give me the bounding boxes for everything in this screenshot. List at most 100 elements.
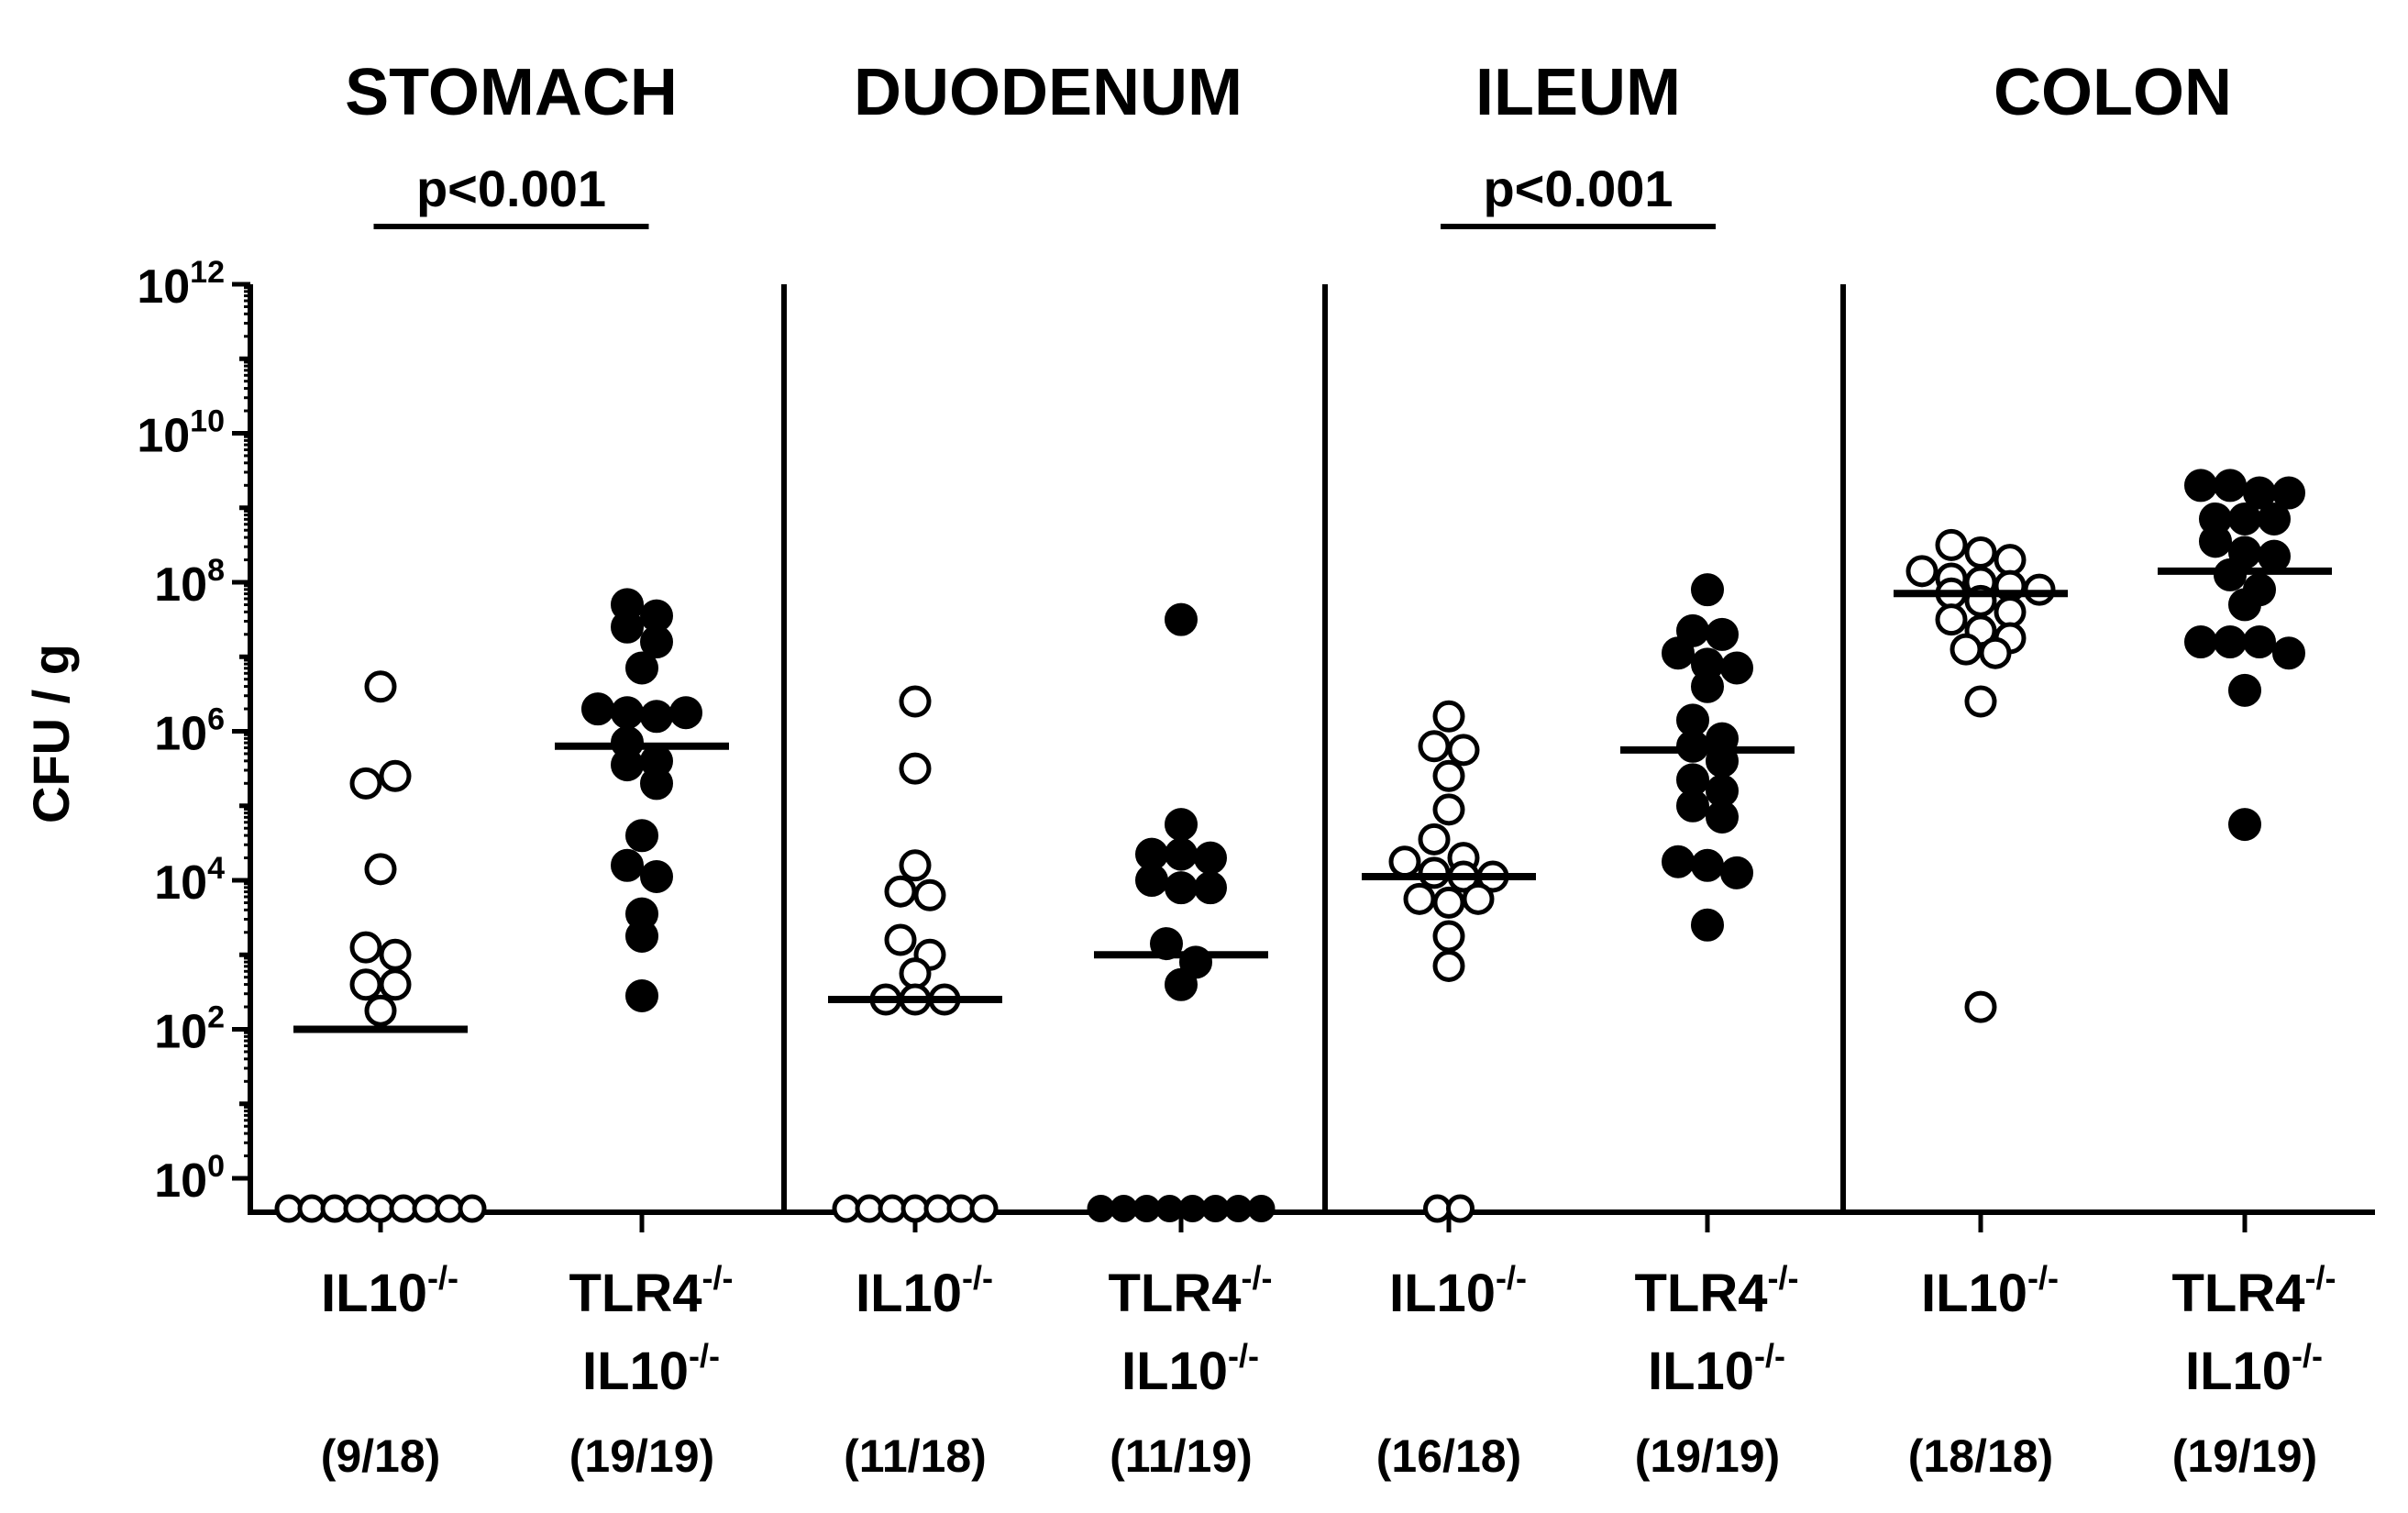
group-name-superscript: -/- <box>1496 1259 1527 1297</box>
y-tick-exponent: 0 <box>207 1149 225 1184</box>
data-point-open <box>349 767 382 800</box>
data-point-open <box>364 853 397 886</box>
data-point-open <box>1432 886 1465 919</box>
data-point-open <box>349 968 382 1001</box>
data-point-open <box>1432 700 1465 733</box>
data-point-filled <box>2184 625 2217 658</box>
zero-point-open <box>1446 1194 1475 1223</box>
data-point-open <box>899 849 932 882</box>
group-name: IL10 <box>2185 1342 2292 1401</box>
zero-point-open <box>946 1194 976 1223</box>
p-value-label: p<0.001 <box>1483 160 1673 217</box>
data-point-open <box>1994 596 2027 628</box>
y-tick-base: 10 <box>137 410 190 463</box>
data-point-open <box>1388 845 1421 878</box>
data-point-open <box>379 968 412 1001</box>
group-name-superscript: -/- <box>2305 1259 2336 1297</box>
data-point-filled <box>1691 848 1724 882</box>
data-point-filled <box>1165 967 1198 1001</box>
data-point-filled <box>1194 871 1227 905</box>
group-count: (19/19) <box>1635 1430 1780 1482</box>
data-point-filled <box>625 978 658 1012</box>
data-point-open <box>1950 633 1983 666</box>
zero-point-filled <box>1178 1195 1207 1222</box>
zero-point-open <box>1423 1194 1452 1223</box>
data-point-open <box>364 994 397 1027</box>
data-point-filled <box>640 700 673 734</box>
zero-point-open <box>435 1194 464 1223</box>
data-point-open <box>1432 949 1465 982</box>
zero-point-open <box>878 1194 907 1223</box>
group-name: IL10 <box>582 1342 689 1401</box>
zero-point-filled <box>1155 1195 1184 1222</box>
group-name-superscript: -/- <box>962 1259 993 1297</box>
y-tick-label: 104 <box>154 851 225 910</box>
group-count: (19/19) <box>2172 1430 2317 1482</box>
data-point-open <box>1432 759 1465 792</box>
data-point-open <box>364 670 397 703</box>
data-point-open <box>1964 536 1997 569</box>
data-point-filled <box>640 859 673 893</box>
zero-point-open <box>274 1194 304 1223</box>
data-point-filled <box>1194 841 1227 875</box>
y-tick-exponent: 2 <box>207 1000 225 1035</box>
group-name-superscript: -/- <box>427 1259 458 1297</box>
data-point-filled <box>669 696 702 730</box>
y-tick-base: 10 <box>154 1006 207 1059</box>
data-point-filled <box>2184 469 2217 502</box>
group-label-line2: IL10-/- <box>1121 1337 1259 1401</box>
data-point-filled <box>640 767 673 801</box>
group-name: TLR4 <box>1109 1264 1242 1323</box>
data-point-filled <box>1662 845 1695 878</box>
zero-point-open <box>832 1194 861 1223</box>
group-name: IL10 <box>1648 1342 1754 1401</box>
data-points <box>274 469 2305 1223</box>
group-name-superscript: -/- <box>1242 1259 1273 1297</box>
group-count: (18/18) <box>1908 1430 2053 1482</box>
zero-point-filled <box>1110 1195 1138 1222</box>
data-point-open <box>1432 920 1465 953</box>
data-point-filled <box>1720 651 1753 685</box>
data-point-filled <box>1165 602 1198 636</box>
data-point-open <box>1964 685 1997 718</box>
y-tick-base: 10 <box>154 708 207 761</box>
data-point-filled <box>2258 502 2291 536</box>
data-point-filled <box>2272 636 2305 670</box>
panel-title: ILEUM <box>1475 56 1681 129</box>
data-point-open <box>349 931 382 964</box>
data-point-filled <box>2228 808 2261 842</box>
data-point-open <box>1462 882 1495 915</box>
group-label-line1: IL10-/- <box>321 1259 458 1323</box>
group-name-superscript: -/- <box>2027 1259 2059 1297</box>
zero-point-open <box>923 1194 953 1223</box>
zero-point-open <box>343 1194 372 1223</box>
data-point-filled <box>1165 837 1198 871</box>
group-count: (11/19) <box>1110 1430 1253 1482</box>
data-point-open <box>1447 734 1480 767</box>
data-point-filled <box>611 610 644 644</box>
data-point-filled <box>2228 673 2261 707</box>
data-point-open <box>2023 573 2056 606</box>
data-point-filled <box>1691 573 1724 607</box>
data-point-filled <box>2228 502 2261 536</box>
data-point-filled <box>1676 789 1709 823</box>
data-point-open <box>1979 636 2012 669</box>
group-name-superscript: -/- <box>2292 1337 2323 1375</box>
zero-point-open <box>412 1194 441 1223</box>
group-name: TLR4 <box>1635 1264 1768 1323</box>
median-lines <box>293 567 2332 1033</box>
data-point-filled <box>1165 871 1198 905</box>
data-point-filled <box>1676 729 1709 763</box>
data-point-filled <box>2243 625 2276 658</box>
group-label-line1: IL10-/- <box>856 1259 993 1323</box>
zero-point-open <box>389 1194 418 1223</box>
data-point-filled <box>640 625 673 658</box>
zero-point-open <box>458 1194 487 1223</box>
data-point-open <box>884 875 917 908</box>
group-name-superscript: -/- <box>702 1259 734 1297</box>
zero-point-open <box>297 1194 326 1223</box>
data-point-filled <box>2199 525 2232 558</box>
group-label-line1: TLR4-/- <box>569 1259 734 1323</box>
data-point-filled <box>2214 625 2247 658</box>
